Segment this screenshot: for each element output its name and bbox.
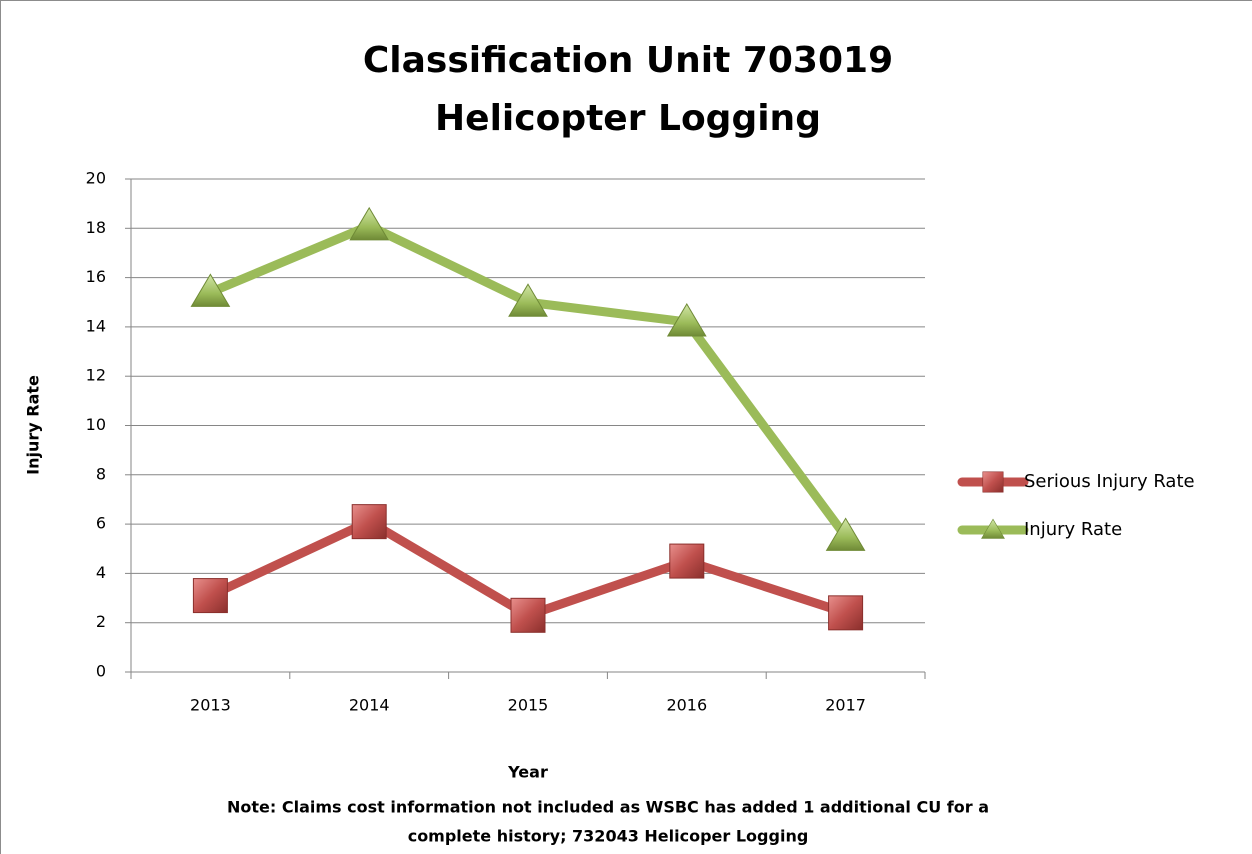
y-tick-label: 0 bbox=[96, 662, 106, 681]
marker bbox=[190, 273, 231, 307]
marker bbox=[351, 504, 387, 540]
chart-title: Helicopter Logging bbox=[435, 98, 821, 139]
y-tick-label: 20 bbox=[86, 169, 106, 188]
marker bbox=[192, 578, 228, 614]
legend-marker bbox=[982, 471, 1004, 493]
y-tick-label: 6 bbox=[96, 514, 106, 533]
y-tick-label: 10 bbox=[86, 415, 106, 434]
note: complete history; 732043 Helicoper Loggi… bbox=[408, 827, 809, 846]
x-tick-label: 2014 bbox=[349, 696, 390, 715]
y-tick-label: 2 bbox=[96, 612, 106, 631]
x-tick-label: 2017 bbox=[825, 696, 866, 715]
marker bbox=[666, 302, 707, 337]
y-tick-label: 18 bbox=[86, 218, 106, 237]
x-axis-label: Year bbox=[507, 763, 548, 782]
x-tick-label: 2016 bbox=[666, 696, 707, 715]
x-tick-label: 2013 bbox=[190, 696, 231, 715]
x-tick-label: 2015 bbox=[508, 696, 549, 715]
y-tick-label: 4 bbox=[96, 563, 106, 582]
note: Note: Claims cost information not includ… bbox=[227, 798, 989, 817]
y-axis-label: Injury Rate bbox=[24, 375, 43, 475]
y-tick-label: 12 bbox=[86, 366, 106, 385]
marker bbox=[828, 595, 864, 631]
marker bbox=[825, 517, 866, 551]
legend-label: Injury Rate bbox=[1024, 519, 1122, 540]
y-tick-label: 8 bbox=[96, 464, 106, 483]
marker bbox=[669, 543, 705, 579]
chart-title: Classification Unit 703019 bbox=[363, 40, 893, 81]
marker bbox=[510, 597, 546, 633]
y-tick-label: 14 bbox=[86, 316, 106, 335]
marker bbox=[349, 206, 390, 241]
series-line bbox=[208, 221, 850, 540]
legend-label: Serious Injury Rate bbox=[1024, 471, 1195, 492]
marker bbox=[508, 283, 548, 317]
legend-marker bbox=[981, 518, 1005, 539]
y-tick-label: 16 bbox=[86, 267, 106, 286]
